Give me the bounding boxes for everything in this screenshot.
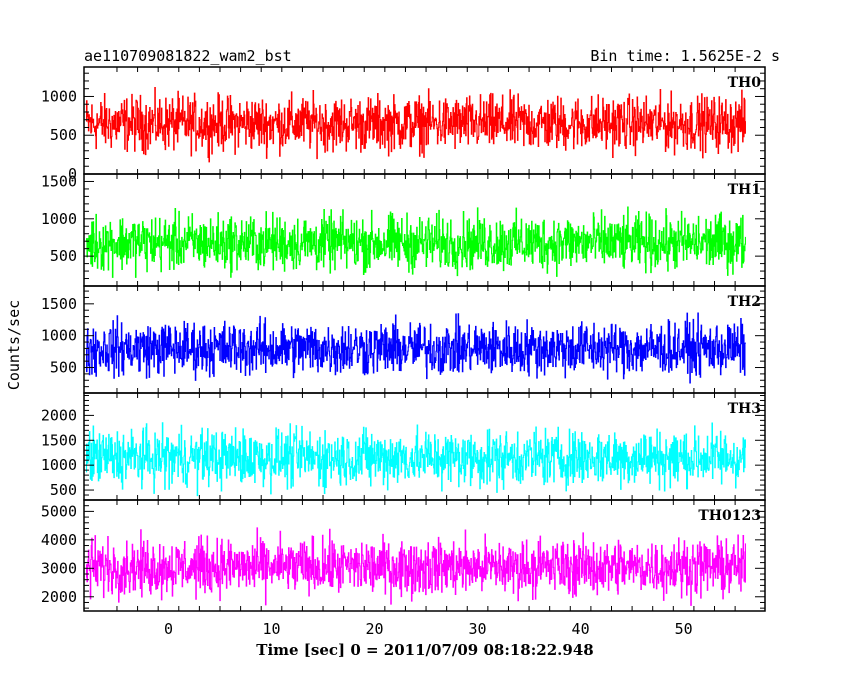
- panel-label: TH0: [728, 75, 762, 91]
- y-tick-label: 1000: [41, 456, 77, 474]
- panel-label: TH3: [728, 401, 761, 417]
- panel-th0123: 2000 3000 4000 5000 TH0123: [41, 499, 766, 612]
- panel-th3: 500 1000 1500 2000 TH3: [41, 392, 766, 501]
- series-line-th0: [85, 86, 746, 163]
- panel-th0: 0 500 1000 TH0: [41, 66, 766, 183]
- series-line-th3: [85, 422, 746, 497]
- panel-frame: [83, 173, 766, 287]
- x-tick-label: 40: [572, 620, 590, 638]
- y-tick-label: 500: [50, 359, 77, 377]
- y-tick-label: 2000: [41, 588, 77, 606]
- y-tick-label: 500: [50, 481, 77, 499]
- series-line-th1: [85, 206, 746, 278]
- x-axis-label: Time [sec] 0 = 2011/07/09 08:18:22.948: [256, 641, 593, 659]
- panel-label: TH1: [728, 182, 761, 198]
- y-axis-label: Counts/sec: [5, 300, 23, 390]
- y-tick-label: 500: [50, 126, 77, 144]
- y-tick-label: 5000: [41, 502, 77, 520]
- x-tick-label: 30: [469, 620, 487, 638]
- y-tick-label: 1000: [41, 327, 77, 345]
- panel-label: TH0123: [698, 508, 761, 524]
- chart-title-right: Bin time: 1.5625E-2 s: [590, 47, 780, 65]
- x-tick-label: 50: [675, 620, 693, 638]
- y-tick-label: 1500: [41, 172, 77, 190]
- y-tick-label: 0: [68, 165, 77, 183]
- y-tick-label: 1500: [41, 431, 77, 449]
- y-tick-label: 4000: [41, 531, 77, 549]
- series-line-th0123: [85, 527, 746, 606]
- y-tick-label: 2000: [41, 406, 77, 424]
- y-tick-label: 1000: [41, 87, 77, 105]
- y-tick-label: 500: [50, 247, 77, 265]
- series-line-th2: [85, 312, 746, 384]
- x-tick-label: 0: [164, 620, 173, 638]
- x-tick-label: 20: [366, 620, 384, 638]
- y-tick-label: 1500: [41, 295, 77, 313]
- panel-th1: 500 1000 1500 TH1: [41, 172, 766, 287]
- panel-th2: 500 1000 1500 TH2: [41, 285, 766, 394]
- panel-label: TH2: [728, 294, 761, 310]
- y-tick-label: 1000: [41, 210, 77, 228]
- panel-frame: [83, 499, 766, 612]
- y-tick-label: 3000: [41, 559, 77, 577]
- chart-title-left: ae110709081822_wam2_bst: [84, 47, 292, 65]
- x-tick-label: 10: [262, 620, 280, 638]
